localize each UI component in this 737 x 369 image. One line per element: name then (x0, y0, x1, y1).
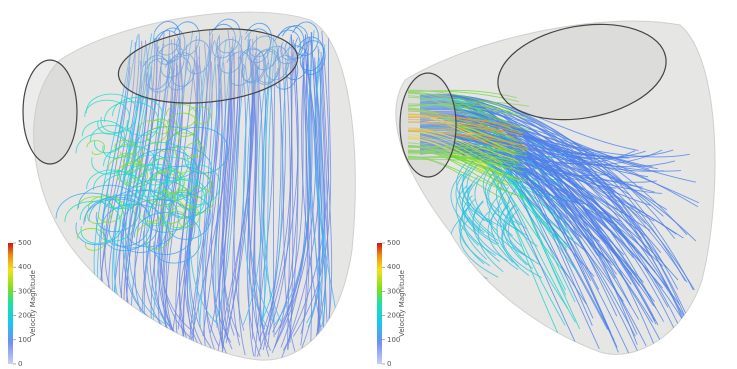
valve-outline (23, 60, 77, 164)
colorbar-tick-label: 500 (18, 239, 31, 247)
colorbar-tick-label: 400 (387, 263, 400, 271)
colorbar-tick-label: 0 (387, 360, 391, 368)
page: 0100200300400500Velocity Magnitude 01002… (0, 0, 737, 369)
colorbar-tick-label: 400 (18, 263, 31, 271)
colorbar-gradient (8, 243, 13, 364)
colorbar: 0100200300400500Velocity Magnitude (377, 239, 406, 368)
colorbar-tick-label: 0 (18, 360, 22, 368)
colorbar-title: Velocity Magnitude (398, 270, 406, 337)
colorbar-gradient (377, 243, 382, 364)
figure: 0100200300400500Velocity Magnitude 01002… (0, 0, 737, 369)
colorbar-title: Velocity Magnitude (29, 270, 37, 337)
colorbar-tick-label: 500 (387, 239, 400, 247)
valve-outline (400, 73, 456, 177)
